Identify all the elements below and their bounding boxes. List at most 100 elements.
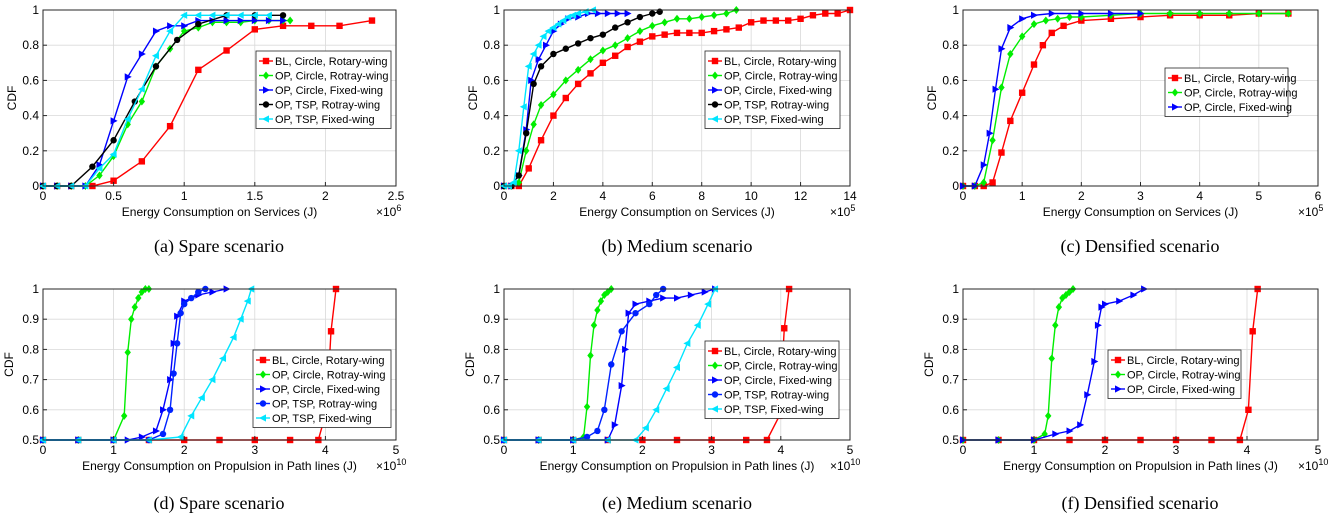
data-point: [583, 433, 591, 441]
data-point: [1054, 14, 1061, 23]
data-point: [279, 12, 287, 19]
data-point: [1116, 297, 1124, 305]
y-tick-label: 0.8: [942, 342, 959, 356]
legend-marker: [711, 57, 719, 65]
data-point: [152, 427, 160, 435]
data-point: [539, 32, 547, 40]
data-point: [529, 50, 537, 58]
data-point: [781, 325, 788, 332]
data-point: [280, 16, 288, 25]
data-point: [197, 394, 205, 402]
data-point: [1007, 50, 1014, 58]
panel-caption: (e) Medium scenario: [602, 493, 752, 514]
data-point: [1249, 328, 1256, 335]
legend-marker: [711, 391, 719, 398]
legend-marker: [263, 86, 270, 94]
legend-box: [704, 340, 840, 419]
data-point: [1091, 357, 1099, 366]
legend-marker: [1172, 103, 1179, 111]
data-point: [575, 13, 583, 21]
x-tick-label: 1.5: [246, 189, 263, 203]
data-point: [710, 27, 718, 35]
data-point: [693, 321, 701, 329]
data-point: [704, 300, 712, 308]
data-point: [1030, 20, 1038, 29]
data-point: [998, 149, 1005, 156]
legend-entry: OP, Circle, Fixed-wing: [724, 375, 832, 387]
legend-entry: BL, Circle, Rotary-wing: [272, 355, 384, 367]
x-axis-label: Energy Consumption on Services (J): [1043, 205, 1238, 219]
y-tick-label: 1: [493, 3, 500, 17]
y-tick-label: 0.9: [483, 312, 500, 326]
legend-marker: [1114, 356, 1122, 364]
legend-box: [1107, 349, 1242, 399]
data-point: [632, 309, 639, 317]
data-point: [535, 55, 543, 63]
x-tick-label: 12: [794, 189, 808, 203]
data-point: [562, 94, 569, 102]
data-point: [785, 17, 792, 24]
legend-entry: OP, Circle, Rotray-wing: [1184, 88, 1298, 100]
legend-marker: [1115, 385, 1122, 393]
data-point: [1107, 9, 1115, 18]
x-tick-label: 2: [639, 443, 646, 457]
x-tick-label: 5: [1315, 443, 1322, 457]
data-point: [580, 432, 587, 441]
data-point: [594, 9, 602, 18]
data-point: [96, 171, 103, 180]
data-point: [537, 101, 545, 110]
data-point: [514, 147, 522, 155]
data-point: [523, 130, 530, 137]
y-tick-label: 0.2: [483, 144, 500, 158]
y-tick-label: 0.2: [22, 144, 39, 158]
y-tick-label: 0.5: [942, 433, 959, 447]
data-point: [251, 26, 258, 33]
data-point: [583, 402, 591, 411]
data-point: [574, 80, 582, 88]
data-point: [1007, 24, 1015, 32]
data-point: [181, 22, 189, 30]
y-axis-label: CDF: [922, 352, 936, 377]
data-point: [137, 85, 145, 93]
data-point: [587, 34, 594, 42]
data-point: [195, 288, 202, 296]
data-point: [170, 370, 177, 377]
data-point: [612, 41, 619, 50]
x-axis-label: Energy Consumption on Propulsion in Path…: [540, 459, 815, 473]
data-point: [208, 376, 216, 384]
y-tick-label: 0.8: [483, 38, 500, 52]
x-tick-label: 4: [1244, 443, 1251, 457]
legend-marker: [260, 385, 267, 393]
data-point: [124, 73, 132, 81]
x-exponent: ×106: [376, 203, 401, 219]
data-point: [1048, 29, 1055, 37]
legend: BL, Circle, Rotary-wing OP, Circle, Rotra…: [252, 349, 392, 428]
data-point: [524, 62, 532, 70]
data-point: [1245, 406, 1252, 413]
legend-marker: [712, 86, 719, 94]
data-point: [822, 10, 829, 17]
data-point: [587, 351, 594, 360]
legend-entry: OP, TSP, Fixed-wing: [272, 413, 372, 425]
data-point: [166, 122, 174, 130]
data-point: [368, 17, 376, 24]
x-tick-label: 5: [1255, 189, 1262, 203]
data-point: [559, 16, 567, 25]
y-tick-label: 0.6: [22, 403, 39, 417]
y-tick-label: 1: [32, 3, 39, 17]
x-exponent: ×1010: [830, 457, 860, 473]
x-exponent: ×105: [830, 203, 855, 219]
data-point: [636, 38, 644, 45]
data-point: [110, 117, 118, 125]
x-exponent-value: 5: [1318, 203, 1323, 213]
data-point: [528, 76, 536, 84]
data-point: [998, 83, 1005, 92]
data-point: [543, 41, 551, 49]
data-point: [159, 430, 167, 438]
legend-marker: [259, 414, 266, 422]
y-tick-label: 0: [32, 179, 39, 193]
axes-box: [503, 288, 851, 441]
data-point: [641, 424, 649, 432]
data-point: [710, 11, 718, 20]
legend-marker: [1171, 74, 1179, 82]
